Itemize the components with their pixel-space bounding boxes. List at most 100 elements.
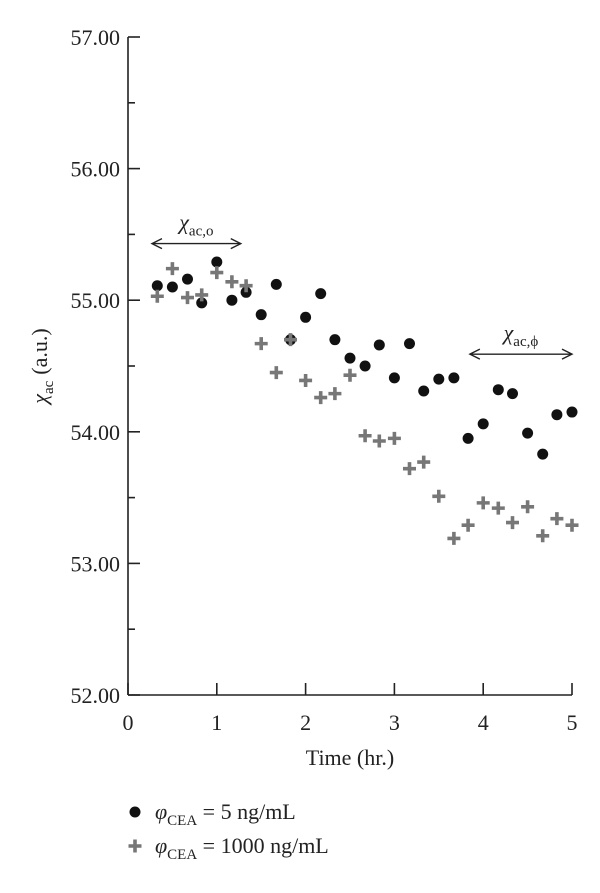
arrow-head-right xyxy=(561,348,574,360)
y-tick-label: 56.00 xyxy=(71,157,121,182)
data-point-circle xyxy=(522,427,534,439)
data-point-plus xyxy=(536,529,550,543)
legend-value: = 1000 ng/mL xyxy=(197,833,329,858)
range-annotation-2: χac,ϕ xyxy=(468,320,574,360)
x-tick-label: 1 xyxy=(211,710,222,735)
data-point-circle xyxy=(492,384,504,396)
data-point-plus xyxy=(506,516,520,530)
data-point-circle xyxy=(344,352,356,364)
data-point-plus xyxy=(476,496,490,510)
data-point-plus xyxy=(180,291,194,305)
x-tick-label: 4 xyxy=(478,710,489,735)
legend-subscript: CEA xyxy=(167,813,197,829)
legend-symbol: φ xyxy=(155,799,167,824)
data-point-circle xyxy=(477,418,489,430)
x-axis-label: Time (hr.) xyxy=(306,745,394,770)
y-axis-label: χac (a.u.) xyxy=(27,328,57,405)
data-point-circle xyxy=(166,281,178,293)
data-point-plus xyxy=(387,431,401,445)
annotation-symbol: χ xyxy=(177,210,190,235)
data-point-plus xyxy=(239,279,253,293)
annotation-subscript: ac,ϕ xyxy=(513,334,538,350)
data-point-plus xyxy=(491,501,505,515)
annotation-label: χac,o xyxy=(177,210,213,240)
data-point-circle xyxy=(226,294,238,306)
data-point-plus xyxy=(550,512,564,526)
data-point-circle xyxy=(462,432,474,444)
y-axis-label-unit: (a.u.) xyxy=(27,328,52,374)
data-point-plus xyxy=(402,462,416,476)
y-tick-label: 55.00 xyxy=(71,288,121,313)
legend-item-1: φCEA = 5 ng/mL xyxy=(129,799,296,829)
data-point-plus xyxy=(417,455,431,469)
legend-marker-circle xyxy=(129,806,141,818)
data-point-plus xyxy=(314,391,328,405)
data-point-circle xyxy=(329,334,341,346)
legend-label: φCEA = 5 ng/mL xyxy=(155,799,296,829)
data-point-circle xyxy=(566,406,578,418)
x-tick-label: 5 xyxy=(567,710,578,735)
legend-marker-plus xyxy=(128,839,142,853)
data-point-circle xyxy=(300,311,312,323)
data-point-circle xyxy=(151,280,163,292)
data-point-circle xyxy=(270,278,282,290)
data-point-plus xyxy=(432,489,446,503)
data-point-plus xyxy=(195,288,209,302)
annotation-subscript: ac,o xyxy=(189,224,214,240)
legend-value: = 5 ng/mL xyxy=(197,799,296,824)
legend-item-2: φCEA = 1000 ng/mL xyxy=(128,833,329,863)
arrow-head-left xyxy=(150,237,163,250)
y-axis-label-subscript: ac xyxy=(41,380,57,394)
data-point-circle xyxy=(507,388,519,400)
data-point-plus xyxy=(150,289,164,303)
data-point-circle xyxy=(211,256,223,268)
y-axis-label-symbol: χ xyxy=(27,393,52,406)
x-tick-label: 0 xyxy=(123,710,134,735)
svg-text:χac(a.u.): χac (a.u.) xyxy=(27,328,57,405)
data-point-plus xyxy=(358,429,372,443)
annotation-label: χac,ϕ xyxy=(502,320,539,350)
y-tick-label: 53.00 xyxy=(71,551,121,576)
data-point-plus xyxy=(225,275,239,289)
arrow-head-right xyxy=(230,237,243,250)
y-tick-label: 52.00 xyxy=(71,683,121,708)
range-annotation-1: χac,o xyxy=(150,210,243,250)
data-point-circle xyxy=(433,373,445,385)
data-point-plus xyxy=(447,531,461,545)
data-point-circle xyxy=(315,288,327,300)
data-point-circle xyxy=(196,297,208,309)
series-2 xyxy=(150,262,579,545)
y-tick-label: 57.00 xyxy=(71,25,121,50)
data-point-circle xyxy=(448,372,460,384)
data-point-plus xyxy=(328,387,342,401)
tick-marks xyxy=(127,36,573,696)
data-points xyxy=(150,256,579,545)
data-point-circle xyxy=(181,273,193,285)
data-point-plus xyxy=(372,434,386,448)
x-tick-label: 3 xyxy=(389,710,400,735)
data-point-plus xyxy=(521,500,535,514)
legend-subscript: CEA xyxy=(167,847,197,863)
data-point-circle xyxy=(403,338,415,350)
legend-symbol: φ xyxy=(155,833,167,858)
axes xyxy=(127,37,572,696)
data-point-circle xyxy=(551,409,563,421)
data-point-plus xyxy=(565,518,579,532)
data-point-plus xyxy=(210,266,224,280)
data-point-circle xyxy=(255,309,267,321)
data-point-circle xyxy=(388,372,400,384)
data-point-circle xyxy=(240,286,252,298)
data-point-circle xyxy=(537,448,549,460)
data-point-plus xyxy=(461,518,475,532)
series-1 xyxy=(151,256,578,460)
legend-label: φCEA = 1000 ng/mL xyxy=(155,833,329,863)
data-point-plus xyxy=(284,333,298,347)
data-point-circle xyxy=(418,385,430,397)
data-point-plus xyxy=(165,262,179,276)
arrow-head-left xyxy=(468,348,481,360)
data-point-plus xyxy=(343,368,357,382)
